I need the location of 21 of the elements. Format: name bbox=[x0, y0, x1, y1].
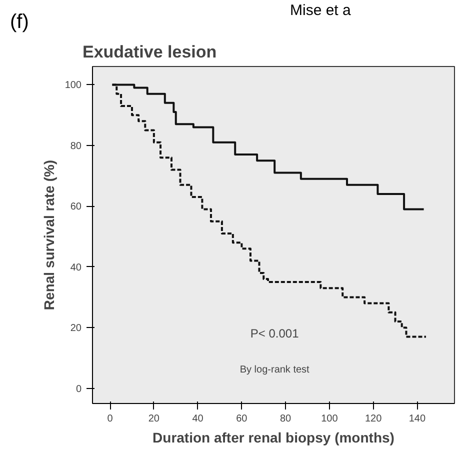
y-tick-label: 40 bbox=[70, 262, 82, 274]
text: (f) bbox=[10, 10, 29, 35]
x-tick-label: 140 bbox=[408, 414, 426, 424]
x-axis-title: Duration after renal biopsy (months) bbox=[152, 430, 394, 446]
y-tick-label: 100 bbox=[64, 80, 82, 92]
x-tick-label: 20 bbox=[148, 414, 160, 424]
text: Mise et a bbox=[290, 1, 351, 21]
y-tick-label: 20 bbox=[70, 323, 82, 334]
x-tick-label: 100 bbox=[321, 414, 338, 424]
annotation: P< 0.001 bbox=[250, 326, 300, 341]
x-tick-label: 0 bbox=[107, 414, 114, 424]
y-tick-label: 60 bbox=[70, 202, 82, 213]
x-tick-label: 60 bbox=[236, 414, 248, 424]
y-tick-label: 80 bbox=[70, 140, 82, 152]
annotation: By log-rank test bbox=[240, 364, 310, 376]
y-tick-label: 0 bbox=[76, 384, 82, 395]
x-tick-label: 40 bbox=[192, 414, 204, 424]
y-axis-title: Renal survival rate (%) bbox=[40, 160, 57, 310]
chart-title: Exudative lesion bbox=[82, 42, 217, 62]
x-tick-label: 80 bbox=[280, 414, 292, 424]
x-tick-label: 120 bbox=[364, 414, 382, 424]
